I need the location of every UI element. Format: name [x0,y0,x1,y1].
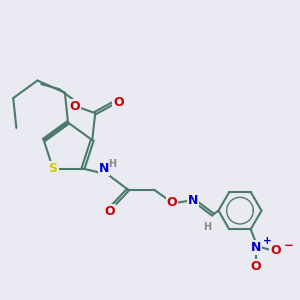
Text: N: N [99,162,109,175]
Text: O: O [69,100,80,112]
Text: N: N [250,241,261,254]
Text: O: O [167,196,177,209]
Text: S: S [49,162,58,175]
Text: H: H [203,222,211,232]
Text: O: O [250,260,261,273]
Text: O: O [105,205,115,218]
Text: −: − [284,239,294,252]
Text: O: O [270,244,281,257]
Text: H: H [108,159,116,169]
Text: O: O [113,96,124,109]
Text: N: N [188,194,198,207]
Text: +: + [263,236,272,246]
